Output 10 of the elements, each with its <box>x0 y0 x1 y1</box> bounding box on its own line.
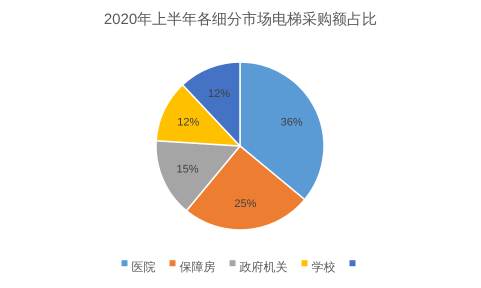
data-label: 12% <box>208 88 230 100</box>
legend-label: 医院 <box>132 260 156 274</box>
legend-label: 政府机关 <box>240 260 288 274</box>
data-label: 25% <box>234 198 257 210</box>
chart-title: 2020年上半年各细分市场电梯采购额占比 <box>104 11 378 28</box>
data-label: 36% <box>280 116 303 129</box>
data-label: 15% <box>176 164 199 176</box>
legend-label: 学校 <box>312 260 336 274</box>
data-label: 12% <box>177 116 200 129</box>
legend-label: 保障房 <box>180 260 216 274</box>
